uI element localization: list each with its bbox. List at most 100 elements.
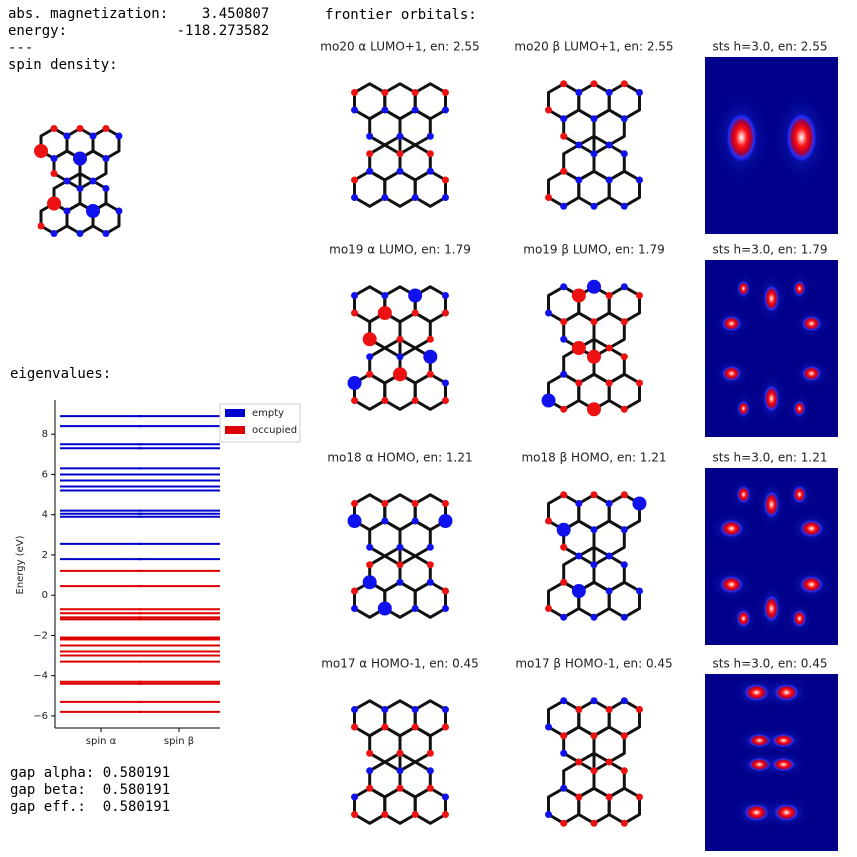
orbital-lobe bbox=[381, 500, 389, 507]
orbital-lobe bbox=[63, 177, 71, 185]
orbital-lobe bbox=[575, 176, 583, 184]
orbital-lobe bbox=[545, 194, 553, 201]
orbital-lobe bbox=[441, 723, 449, 731]
orbital-lobe bbox=[620, 353, 628, 361]
orbital-lobe bbox=[351, 587, 359, 595]
orbital-lobe bbox=[560, 732, 568, 740]
orbital-lobe bbox=[50, 125, 58, 132]
orbital-lobe bbox=[620, 732, 628, 740]
sts-blob bbox=[721, 315, 742, 332]
orbital-lobe bbox=[590, 318, 598, 326]
orbital-lobe bbox=[396, 578, 404, 586]
panel-title: sts h=3.0, en: 0.45 bbox=[713, 657, 828, 671]
hexagon bbox=[592, 725, 626, 764]
orbital-lobe bbox=[571, 288, 586, 303]
orbital-lobe bbox=[560, 543, 568, 551]
orbital-lobe bbox=[560, 819, 568, 827]
orbital-lobe bbox=[545, 605, 553, 612]
orbital-lobe bbox=[605, 176, 613, 184]
orbital-lobe bbox=[366, 543, 374, 551]
orbital-lobe bbox=[575, 706, 583, 713]
orbital-lobe bbox=[34, 144, 49, 158]
molecule bbox=[351, 699, 449, 825]
orbital-lobe bbox=[381, 106, 389, 114]
molecule bbox=[351, 82, 449, 208]
orbital-lobe bbox=[620, 613, 628, 621]
orbital-lobe bbox=[587, 279, 601, 294]
orbital-lobe bbox=[50, 170, 58, 177]
panel-title: sts h=3.0, en: 1.21 bbox=[713, 451, 828, 465]
orbital-lobe bbox=[366, 132, 374, 140]
orbital-lobe bbox=[396, 784, 404, 792]
orbital-lobe bbox=[590, 732, 598, 740]
molecule bbox=[34, 125, 123, 237]
orbital-lobe bbox=[571, 584, 586, 598]
orbital-lobe bbox=[411, 500, 419, 507]
sts-blob bbox=[763, 594, 780, 623]
molecule bbox=[347, 285, 449, 411]
y-tick-label: 8 bbox=[42, 429, 48, 440]
hexagon bbox=[383, 786, 417, 825]
orbital-lobe bbox=[635, 292, 643, 299]
orbital-lobe bbox=[381, 517, 389, 525]
orbital-lobe bbox=[560, 318, 568, 326]
sts-blob bbox=[736, 609, 751, 628]
hexagon bbox=[413, 580, 447, 619]
hexagon bbox=[413, 786, 447, 825]
orbital-lobe bbox=[423, 349, 438, 364]
gap-line: gap eff.: 0.580191 bbox=[10, 799, 170, 815]
orbital-lobe bbox=[366, 353, 374, 361]
panel-title: mo17 α HOMO-1, en: 0.45 bbox=[321, 657, 479, 671]
orbital-lobe bbox=[408, 288, 423, 303]
orbital-lobe bbox=[85, 204, 100, 218]
orbital-lobe bbox=[426, 335, 434, 343]
orbital-lobe bbox=[605, 552, 613, 560]
panel-title: mo18 β HOMO, en: 1.21 bbox=[521, 451, 666, 465]
orbital-lobe bbox=[438, 514, 453, 528]
orbital-lobe bbox=[351, 309, 359, 317]
orbital-lobe bbox=[362, 575, 377, 590]
legend-label: empty bbox=[252, 408, 284, 419]
orbital-lobe bbox=[426, 167, 434, 175]
sts-blob bbox=[736, 485, 751, 504]
hexagon bbox=[592, 311, 626, 350]
orbital-lobe bbox=[575, 552, 583, 560]
hexagon bbox=[607, 580, 641, 619]
orbital-lobe bbox=[102, 125, 110, 132]
orbital-lobe bbox=[441, 194, 449, 201]
orbital-lobe bbox=[351, 89, 359, 96]
orbital-lobe bbox=[411, 309, 419, 317]
legend-swatch bbox=[225, 426, 245, 434]
sts-blob bbox=[719, 575, 744, 594]
orbital-lobe bbox=[426, 578, 434, 586]
orbital-lobe bbox=[63, 207, 71, 215]
orbital-lobe bbox=[605, 793, 613, 801]
orbital-lobe bbox=[587, 402, 601, 417]
panel-title: mo20 α LUMO+1, en: 2.55 bbox=[320, 40, 479, 54]
orbital-lobe bbox=[89, 177, 97, 185]
molecule bbox=[545, 491, 647, 621]
orbital-lobe bbox=[560, 202, 568, 210]
sts-blob bbox=[773, 683, 800, 702]
orbital-lobe bbox=[441, 106, 449, 114]
orbital-lobe bbox=[590, 150, 598, 158]
gap-line: gap alpha: 0.580191 bbox=[10, 765, 170, 781]
orbital-lobe bbox=[620, 202, 628, 210]
orbital-lobe bbox=[411, 517, 419, 525]
sts-blob bbox=[792, 609, 807, 628]
orbital-lobe bbox=[366, 561, 374, 569]
legend-label: occupied bbox=[252, 425, 297, 436]
orbital-lobe bbox=[396, 353, 404, 361]
orbital-lobe bbox=[605, 379, 613, 387]
orbital-lobe bbox=[50, 155, 58, 162]
sts-blob bbox=[771, 733, 796, 748]
hexagon bbox=[383, 169, 417, 208]
orbital-lobe bbox=[632, 496, 647, 511]
sts-blob bbox=[763, 384, 780, 413]
orbital-lobe bbox=[545, 811, 553, 818]
orbital-lobe bbox=[620, 561, 628, 569]
orbital-lobe bbox=[347, 514, 362, 528]
orbital-lobe bbox=[351, 605, 359, 612]
panel-title: mo17 β HOMO-1, en: 0.45 bbox=[515, 657, 672, 671]
